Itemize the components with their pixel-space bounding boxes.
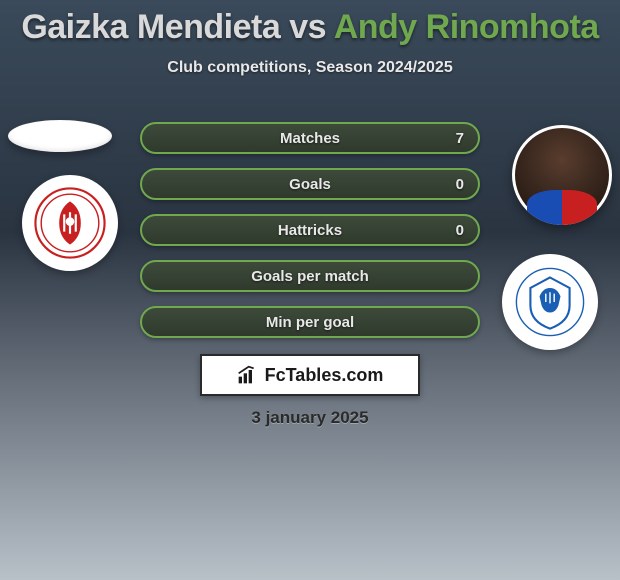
stat-bar: Min per goal: [140, 306, 480, 338]
bar-label: Min per goal: [142, 308, 478, 336]
subtitle: Club competitions, Season 2024/2025: [0, 59, 620, 77]
date-label: 3 january 2025: [0, 408, 620, 428]
stat-bars: Matches 7 Goals 0 Hattricks 0 Goals per …: [140, 122, 480, 352]
vs-label: vs: [289, 8, 326, 46]
bar-label: Matches: [142, 124, 478, 152]
brand-text: FcTables.com: [265, 365, 384, 386]
chart-icon: [237, 365, 257, 385]
club-left-badge: [22, 175, 118, 271]
bar-label: Goals per match: [142, 262, 478, 290]
player1-photo: [8, 120, 112, 152]
club-right-badge: [502, 254, 598, 350]
player2-photo: [512, 125, 612, 225]
page-title: Gaizka Mendieta vs Andy Rinomhota: [0, 0, 620, 47]
stat-bar: Matches 7: [140, 122, 480, 154]
bar-label: Hattricks: [142, 216, 478, 244]
bar-value: 7: [456, 124, 464, 152]
stat-bar: Hattricks 0: [140, 214, 480, 246]
brand-badge: FcTables.com: [200, 354, 420, 396]
stat-bar: Goals per match: [140, 260, 480, 292]
player2-name: Andy Rinomhota: [334, 8, 599, 46]
player1-name: Gaizka Mendieta: [21, 8, 280, 46]
bar-value: 0: [456, 216, 464, 244]
bar-label: Goals: [142, 170, 478, 198]
middlesbrough-icon: [34, 187, 106, 259]
bar-value: 0: [456, 170, 464, 198]
cardiff-icon: [515, 267, 585, 337]
stat-bar: Goals 0: [140, 168, 480, 200]
